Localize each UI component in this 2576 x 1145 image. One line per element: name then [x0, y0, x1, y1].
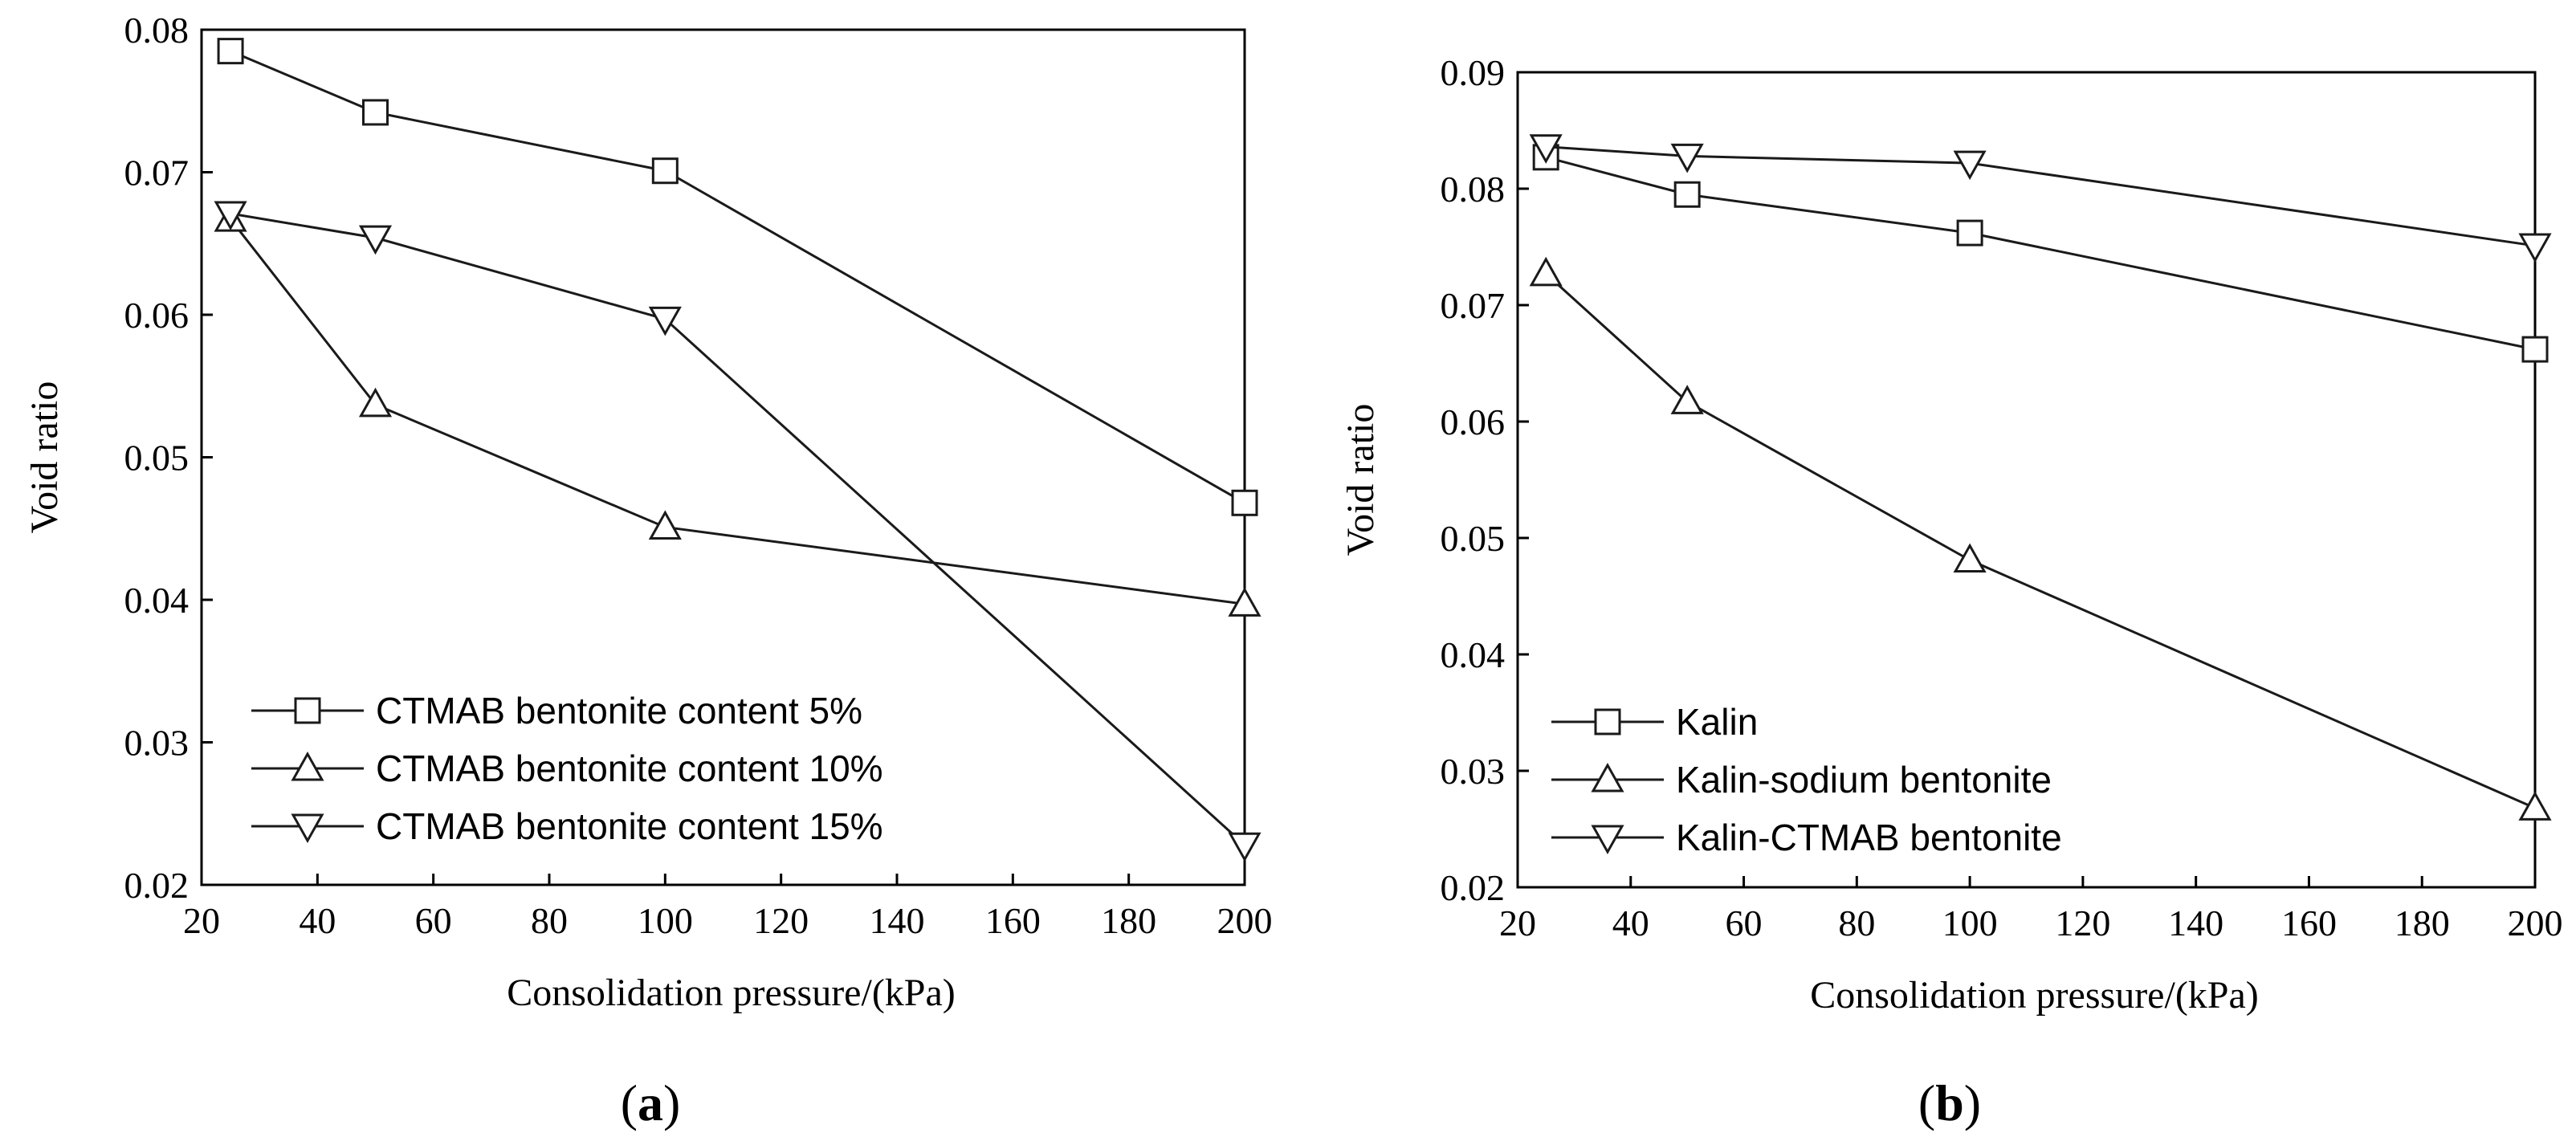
x-tick-label: 100 — [1942, 903, 1998, 943]
legend-marker — [1591, 762, 1624, 793]
data-point — [1956, 219, 1983, 247]
data-point — [1529, 134, 1563, 164]
series-line — [1546, 145, 2536, 247]
series-3 — [1529, 134, 2552, 263]
y-tick-label: 0.05 — [1441, 518, 1506, 559]
y-tick-label: 0.05 — [124, 438, 190, 479]
x-tick-label: 60 — [415, 900, 452, 941]
x-tick-label: 180 — [1101, 900, 1156, 941]
data-point — [1673, 181, 1701, 208]
data-point — [651, 157, 679, 185]
data-point — [1228, 832, 1262, 862]
data-point — [1953, 150, 1987, 181]
plot-frame — [1516, 71, 2537, 889]
x-tick-label: 200 — [2508, 903, 2563, 943]
x-tick-label: 40 — [299, 900, 336, 941]
y-tick-label: 0.04 — [1441, 634, 1506, 675]
x-tick-label: 160 — [985, 900, 1041, 941]
chart-b: 20 40 60 80 100 120 140 160 180 200 0.02 0.03 0.04 0.… — [1339, 52, 2563, 1017]
x-tick-label: 80 — [531, 900, 568, 941]
panel-label-a: (a) — [621, 1074, 681, 1131]
data-point — [2518, 791, 2552, 821]
x-tick-label: 120 — [753, 900, 809, 941]
legend-label: Kalin-CTMAB bentonite — [1676, 817, 2062, 858]
x-axis-title: Consolidation pressure/(kPa) — [1810, 974, 2259, 1017]
legend-label: CTMAB bentonite content 5% — [376, 690, 862, 731]
data-point — [1670, 385, 1704, 414]
series-line — [230, 212, 1246, 846]
data-point — [1231, 489, 1258, 516]
x-tick-label: 40 — [1612, 903, 1649, 943]
chart-a: 20 40 60 80 100 120 140 160 180 200 0.02 0.03 0.04 0.… — [23, 10, 1273, 1014]
data-point — [214, 201, 247, 231]
legend-label: CTMAB bentonite content 15% — [376, 805, 883, 847]
y-tick-label: 0.02 — [124, 865, 190, 906]
data-point — [1953, 543, 1987, 573]
x-tick-label: 160 — [2281, 903, 2337, 943]
legend-marker — [291, 813, 324, 844]
data-point — [362, 99, 389, 126]
y-axis-title: Void ratio — [1339, 404, 1382, 556]
x-tick-label: 140 — [870, 900, 925, 941]
y-tick-label: 0.07 — [1441, 285, 1506, 326]
x-tick-label: 100 — [638, 900, 693, 941]
series-2 — [214, 202, 1262, 617]
y-tick-label: 0.08 — [1441, 169, 1506, 210]
data-point — [2521, 336, 2549, 363]
legend-label: Kalin — [1676, 701, 1758, 743]
series-line — [230, 50, 1245, 504]
x-tick-label: 180 — [2395, 903, 2450, 943]
data-point — [648, 510, 682, 540]
data-point — [358, 387, 393, 418]
y-tick-label: 0.08 — [124, 10, 190, 51]
legend-marker — [1594, 708, 1621, 735]
data-point — [1670, 143, 1704, 173]
y-tick-label: 0.03 — [1441, 751, 1506, 792]
legend-marker — [291, 751, 324, 781]
series-1 — [1532, 144, 2549, 363]
y-tick-label: 0.06 — [124, 295, 190, 336]
x-tick-label: 140 — [2168, 903, 2223, 943]
x-axis-title: Consolidation pressure/(kPa) — [507, 972, 956, 1014]
data-point — [358, 225, 393, 255]
legend: CTMAB bentonite content 5% CTMAB bentonit… — [251, 690, 883, 847]
legend: Kalin Kalin-sodium bentonite Kalin-CTMAB b… — [1551, 701, 2062, 858]
series-1 — [217, 38, 1258, 516]
data-point — [1228, 587, 1262, 617]
x-tick-label: 200 — [1217, 900, 1273, 941]
series-3 — [214, 201, 1262, 862]
legend-marker — [1591, 825, 1624, 855]
y-tick-label: 0.04 — [124, 580, 190, 621]
series-line — [1545, 272, 2536, 809]
y-tick-label: 0.03 — [124, 723, 190, 764]
panel-label-b-letter: b — [1935, 1074, 1964, 1131]
y-tick-label: 0.09 — [1441, 52, 1506, 93]
y-tick-label: 0.02 — [1441, 867, 1506, 908]
x-tick-label: 20 — [1499, 903, 1536, 943]
y-tick-label: 0.06 — [1441, 401, 1506, 442]
x-tick-label: 60 — [1726, 903, 1763, 943]
data-point — [648, 306, 682, 336]
y-axis-title: Void ratio — [23, 381, 66, 534]
legend-label: Kalin-sodium bentonite — [1676, 759, 2052, 801]
data-point — [2518, 233, 2552, 263]
x-tick-label: 80 — [1838, 903, 1875, 943]
series-line — [1545, 156, 2536, 351]
series-2 — [1529, 256, 2552, 821]
panel-label-a-letter: a — [638, 1074, 663, 1131]
data-point — [1529, 256, 1563, 287]
x-tick-label: 120 — [2055, 903, 2110, 943]
y-tick-label: 0.07 — [124, 153, 190, 194]
x-tick-label: 20 — [183, 900, 220, 941]
legend-label: CTMAB bentonite content 10% — [376, 748, 883, 789]
legend-marker — [294, 697, 321, 724]
series-line — [229, 218, 1245, 605]
data-point — [217, 38, 244, 65]
panel-label-b: (b) — [1918, 1074, 1981, 1131]
